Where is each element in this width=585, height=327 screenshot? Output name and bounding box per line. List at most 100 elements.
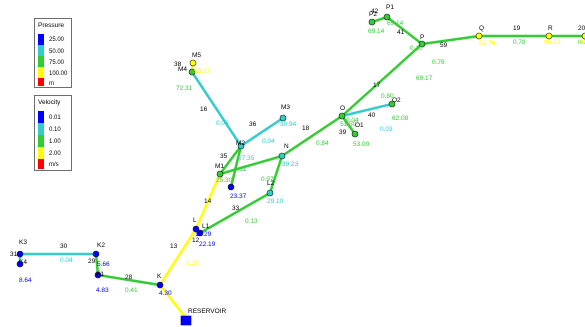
pipe-14[interactable] bbox=[194, 172, 222, 231]
pipe-R[interactable] bbox=[158, 283, 188, 320]
node-pressure-value: 8.64 bbox=[19, 277, 32, 284]
node-L1[interactable] bbox=[196, 229, 204, 237]
node-P1[interactable] bbox=[383, 13, 391, 21]
pipe-33[interactable] bbox=[198, 191, 272, 235]
node-K2[interactable] bbox=[92, 250, 100, 258]
node-label: K3 bbox=[19, 239, 27, 246]
node-pressure-value: 53.00 bbox=[353, 141, 370, 148]
node-pressure-value: 107 bbox=[578, 39, 585, 46]
pipe-M-N[interactable] bbox=[218, 154, 284, 176]
pipe-velocity-value: 0.03 bbox=[380, 126, 393, 133]
node-label: M3 bbox=[281, 104, 290, 111]
node-M1[interactable] bbox=[216, 170, 224, 178]
pipe-velocity-value: 0.13 bbox=[245, 218, 258, 225]
pipe-59[interactable] bbox=[420, 34, 481, 46]
pipe-41[interactable] bbox=[385, 15, 424, 46]
pressure-legend-unit: m bbox=[49, 81, 54, 87]
pipe-39[interactable] bbox=[340, 114, 357, 136]
velocity-legend-title: Velocity bbox=[38, 99, 61, 106]
pipe-16[interactable] bbox=[190, 70, 243, 148]
map-labels: 30 0.04 29 28 0.41 31 13 1.25 12 33 0.13 14 0.11 35 16… bbox=[10, 4, 585, 297]
node-M5[interactable] bbox=[189, 59, 197, 67]
node-N[interactable] bbox=[278, 152, 286, 160]
node-pressure-value: 93.27 bbox=[194, 68, 211, 75]
reservoir-label: RESERVOIR bbox=[188, 308, 226, 315]
node-pressure-value: 27.35 bbox=[238, 155, 255, 162]
pipe-label: 20 bbox=[578, 25, 585, 32]
pipe-13[interactable] bbox=[158, 227, 198, 287]
node-pressure-value: 96.77 bbox=[544, 39, 561, 46]
velocity-legend-unit: m/s bbox=[49, 162, 59, 168]
pipe-29[interactable] bbox=[94, 252, 100, 277]
node-K1[interactable] bbox=[94, 271, 102, 279]
node-label: M4 bbox=[178, 66, 187, 73]
node-pressure-value: 82.76 bbox=[479, 40, 496, 47]
node-label: K1 bbox=[96, 271, 104, 278]
node-K3[interactable] bbox=[16, 250, 24, 258]
pipe-35[interactable] bbox=[229, 144, 243, 189]
velocity-color-yellow bbox=[38, 147, 44, 159]
pipe-N-L2[interactable] bbox=[268, 154, 284, 195]
pipe-velocity-value: 0.78 bbox=[513, 39, 526, 46]
node-L2[interactable] bbox=[266, 189, 274, 197]
velocity-legend-item: 0.10 bbox=[49, 127, 61, 133]
pipe-15[interactable] bbox=[218, 144, 243, 176]
node-R[interactable] bbox=[545, 32, 553, 40]
velocity-color-red bbox=[38, 159, 44, 169]
node-Q[interactable] bbox=[475, 32, 483, 40]
pipe-label: 38 bbox=[174, 61, 182, 68]
pipe-label: 41 bbox=[397, 29, 405, 36]
node-L[interactable] bbox=[192, 225, 200, 233]
node-M2[interactable] bbox=[237, 142, 245, 150]
node-pressure-value: 72.31 bbox=[176, 85, 193, 92]
node-O2[interactable] bbox=[388, 100, 396, 108]
pipe-label: 16 bbox=[200, 106, 208, 113]
node-O[interactable] bbox=[338, 112, 346, 120]
node-label: M5 bbox=[192, 52, 201, 59]
pressure-legend: Pressure 25.00 50.00 75.00 100.00 m bbox=[34, 18, 72, 88]
node-M3[interactable] bbox=[279, 114, 287, 122]
node-M4[interactable] bbox=[188, 68, 196, 76]
velocity-legend-item: 1.00 bbox=[49, 139, 61, 145]
node-K4[interactable] bbox=[16, 260, 24, 268]
pipe-label: 42 bbox=[371, 8, 379, 15]
node-pressure-value: 23.37 bbox=[230, 193, 247, 200]
pipe-18[interactable] bbox=[280, 114, 344, 158]
pipe-velocity-value: 1.25 bbox=[186, 260, 199, 267]
pipe-label: 17 bbox=[373, 82, 381, 89]
pipe-label: 29 bbox=[88, 258, 96, 265]
pressure-color-yellow bbox=[38, 67, 44, 78]
node-K[interactable] bbox=[156, 281, 164, 289]
pipe-velocity-value: 0.41 bbox=[125, 287, 138, 294]
pipe-velocity-value: 0.7 bbox=[578, 39, 585, 46]
pipe-label: 14 bbox=[204, 198, 212, 205]
pipe-label: 30 bbox=[60, 243, 68, 250]
pipe-28[interactable] bbox=[96, 273, 162, 287]
pipe-velocity-value: 0.04 bbox=[60, 257, 73, 264]
node-label: R bbox=[548, 25, 553, 32]
reservoir-icon[interactable] bbox=[180, 315, 192, 326]
pipe-17[interactable] bbox=[340, 42, 424, 118]
node-P2[interactable] bbox=[368, 18, 376, 26]
velocity-legend-item: 0.01 bbox=[49, 115, 61, 121]
pipe-label: 28 bbox=[125, 274, 133, 281]
pipe-36[interactable] bbox=[239, 116, 285, 148]
pipe-40[interactable] bbox=[340, 102, 394, 118]
pressure-color-cyan bbox=[38, 45, 44, 56]
pipe-velocity-value: 0.10 bbox=[410, 45, 423, 52]
node-pressure-value: 29.10 bbox=[267, 198, 284, 205]
pipe-label: 59 bbox=[440, 42, 448, 49]
node-M1x[interactable] bbox=[227, 183, 235, 191]
node-E[interactable] bbox=[581, 32, 585, 40]
node-pressure-value: 22.19 bbox=[199, 241, 216, 248]
node-pressure-value: 39.23 bbox=[282, 161, 299, 168]
node-label: L1 bbox=[202, 223, 210, 230]
pipe-label: 18 bbox=[302, 125, 310, 132]
node-pressure-value: 17.29 bbox=[195, 231, 212, 238]
node-pressure-value: 25.30 bbox=[216, 177, 233, 184]
node-P[interactable] bbox=[418, 40, 426, 48]
node-O1[interactable] bbox=[351, 130, 359, 138]
pipe-links bbox=[18, 15, 585, 320]
node-label: M1 bbox=[215, 163, 224, 170]
